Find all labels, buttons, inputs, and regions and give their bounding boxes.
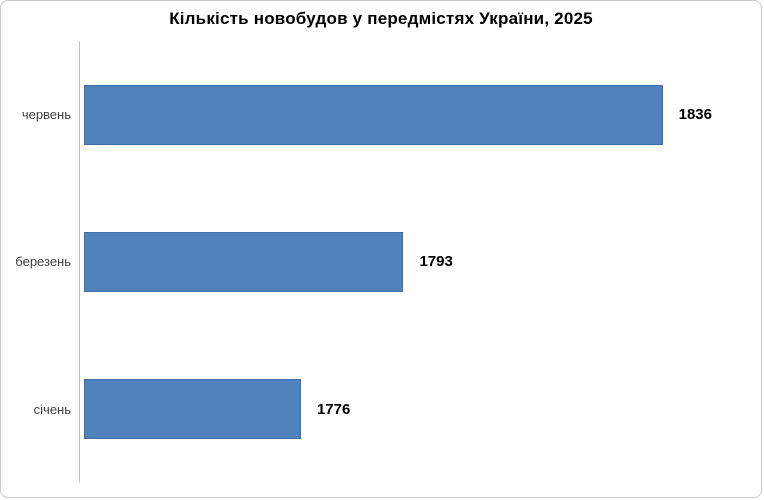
chart-title: Кількість новобудов у передмістях Україн… bbox=[169, 9, 593, 28]
bar-row: березень 1793 bbox=[1, 188, 747, 335]
value-label: 1836 bbox=[678, 106, 712, 124]
bar-track: 1836 bbox=[79, 41, 747, 188]
bar-row: червень 1836 bbox=[1, 41, 747, 188]
plot-area: червень 1836 березень 1793 січень 1776 bbox=[1, 41, 747, 483]
value-label: 1776 bbox=[316, 400, 351, 418]
bar-row: січень 1776 bbox=[1, 336, 747, 483]
category-label: червень bbox=[21, 107, 71, 123]
y-axis-line bbox=[79, 41, 80, 483]
value-label: 1793 bbox=[419, 253, 453, 271]
bar-track: 1793 bbox=[79, 188, 747, 335]
category-label: березень bbox=[15, 254, 71, 270]
category-label: січень bbox=[33, 401, 71, 417]
bar-track: 1776 bbox=[79, 336, 747, 483]
bar bbox=[84, 231, 404, 292]
bar bbox=[84, 84, 663, 145]
bar bbox=[84, 379, 301, 440]
